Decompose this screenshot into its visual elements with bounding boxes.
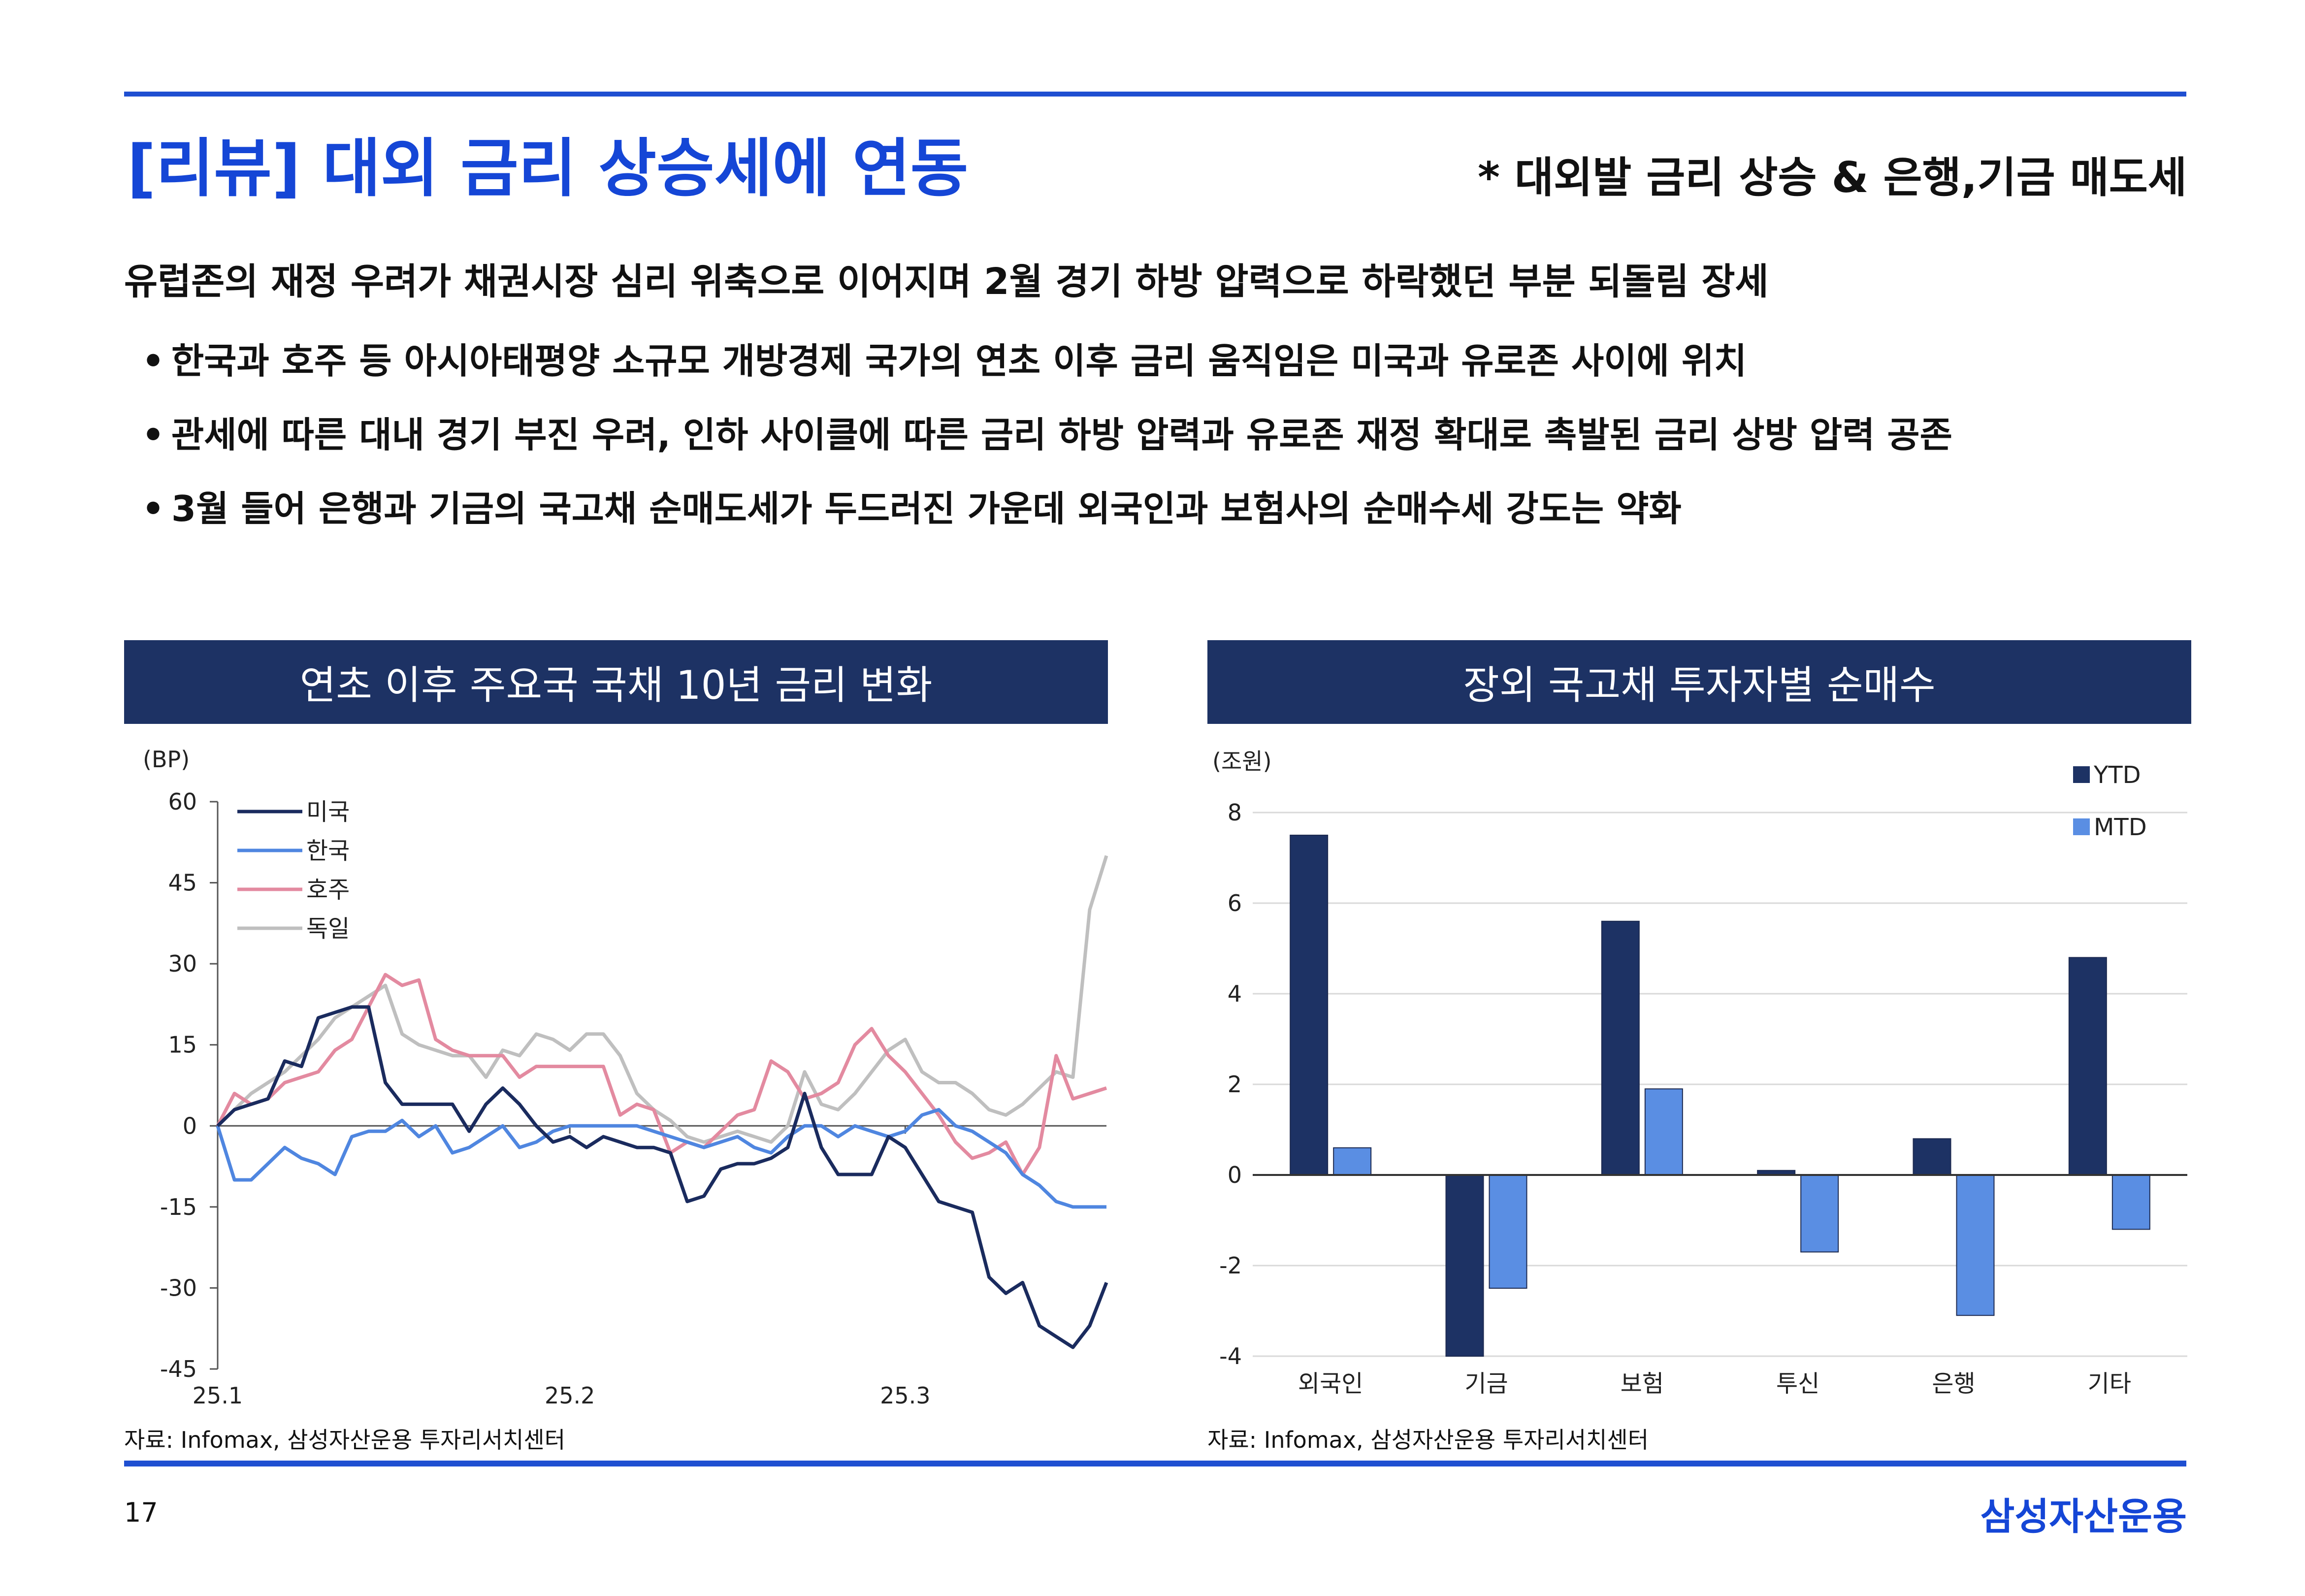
y-tick-label: 0 bbox=[183, 1112, 197, 1139]
legend-swatch bbox=[2073, 766, 2090, 783]
bullet-text: 관세에 따른 대내 경기 부진 우려, 인하 사이클에 따른 금리 하방 압력과… bbox=[171, 414, 1952, 456]
legend-label: 독일 bbox=[306, 915, 350, 943]
x-category-label: 보험 bbox=[1621, 1370, 1664, 1398]
right-chart-title: 장외 국고채 투자자별 순매수 bbox=[1207, 640, 2191, 724]
bar-ytd bbox=[2068, 957, 2107, 1175]
bullet-item: • 한국과 호주 등 아시아태평양 소규모 개방경제 국가의 연초 이후 금리 움… bbox=[142, 332, 1747, 384]
legend-label: 호주 bbox=[306, 876, 350, 904]
page-subtitle: * 대외발 금리 상승 & 은행,기금 매도세 bbox=[1478, 153, 2187, 202]
y-tick-label: 6 bbox=[1228, 890, 1242, 916]
bar-mtd bbox=[1644, 1088, 1683, 1176]
series-line-1 bbox=[216, 1107, 1106, 1209]
y-tick-label: -45 bbox=[160, 1356, 197, 1382]
left-chart-source: 자료: Infomax, 삼성자산운용 투자리서치센터 bbox=[124, 1427, 566, 1453]
series-line-3 bbox=[216, 855, 1108, 1144]
y-tick-label: 2 bbox=[1228, 1071, 1242, 1098]
x-tick-label: 25.2 bbox=[545, 1382, 595, 1409]
legend-label: YTD bbox=[2093, 761, 2141, 789]
bar-ytd bbox=[1913, 1138, 1951, 1176]
y-tick-label: 8 bbox=[1228, 799, 1242, 826]
legend-swatch bbox=[2073, 818, 2090, 835]
y-tick-label: 45 bbox=[168, 870, 197, 896]
legend-label: 미국 bbox=[306, 798, 350, 826]
bullet-dot: • bbox=[142, 340, 165, 382]
x-category-label: 은행 bbox=[1932, 1370, 1975, 1398]
y-tick-label: 60 bbox=[168, 788, 197, 815]
x-category-label: 기금 bbox=[1464, 1370, 1508, 1398]
y-tick-label: -2 bbox=[1219, 1252, 1242, 1279]
x-category-label: 투신 bbox=[1776, 1370, 1819, 1398]
bar-ytd bbox=[1445, 1174, 1484, 1357]
series-line-2 bbox=[216, 973, 1107, 1176]
y-tick-label: 30 bbox=[168, 950, 197, 977]
bar-mtd bbox=[1333, 1147, 1372, 1175]
bullet-text: 한국과 호주 등 아시아태평양 소규모 개방경제 국가의 연초 이후 금리 움직… bbox=[171, 340, 1747, 382]
legend-label: MTD bbox=[2094, 814, 2147, 841]
bottom-rule bbox=[124, 1461, 2186, 1466]
x-category-label: 기타 bbox=[2088, 1370, 2131, 1398]
y-tick-label: 15 bbox=[168, 1032, 197, 1058]
bar-ytd bbox=[1290, 835, 1329, 1175]
x-tick-label: 25.3 bbox=[880, 1382, 930, 1409]
bullet-dot: • bbox=[142, 488, 165, 529]
page-number: 17 bbox=[124, 1497, 158, 1528]
y-tick-label: 0 bbox=[1228, 1162, 1242, 1188]
x-tick-label: 25.1 bbox=[193, 1382, 243, 1409]
y-unit-label: (BP) bbox=[143, 746, 190, 773]
page-title: [리뷰] 대외 금리 상승세에 연동 bbox=[127, 132, 969, 205]
y-tick-label: -4 bbox=[1219, 1343, 1242, 1369]
bar-mtd bbox=[1489, 1174, 1527, 1289]
bullet-text: 3월 들어 은행과 기금의 국고채 순매도세가 두드러진 가운데 외국인과 보험… bbox=[171, 488, 1682, 529]
y-tick-label: 4 bbox=[1228, 980, 1242, 1007]
series-line-0 bbox=[216, 1005, 1108, 1349]
bar-ytd bbox=[1601, 920, 1640, 1175]
right-chart-source: 자료: Infomax, 삼성자산운용 투자리서치센터 bbox=[1207, 1427, 1649, 1453]
left-chart-title: 연초 이후 주요국 국채 10년 금리 변화 bbox=[124, 640, 1108, 724]
brand-logo: 삼성자산운용 bbox=[1980, 1495, 2187, 1538]
bar-mtd bbox=[1956, 1174, 1995, 1316]
bullet-item: • 관세에 따른 대내 경기 부진 우려, 인하 사이클에 따른 금리 하방 압력… bbox=[142, 406, 1952, 457]
bullet-item: • 3월 들어 은행과 기금의 국고채 순매도세가 두드러진 가운데 외국인과 보… bbox=[142, 480, 1682, 531]
bar-mtd bbox=[1800, 1174, 1839, 1253]
y-tick-label: -15 bbox=[160, 1194, 197, 1220]
x-category-label: 외국인 bbox=[1298, 1370, 1363, 1398]
bar-mtd bbox=[2111, 1174, 2150, 1230]
y-tick-label: -30 bbox=[160, 1274, 197, 1301]
legend-label: 한국 bbox=[306, 837, 350, 865]
bullet-dot: • bbox=[142, 414, 165, 456]
y-unit-label: (조원) bbox=[1212, 748, 1272, 775]
top-rule bbox=[124, 92, 2186, 97]
summary-headline: 유럽존의 재정 우려가 채권시장 심리 위축으로 이어지며 2월 경기 하방 압… bbox=[124, 261, 1769, 303]
net-purchase-bar-chart: (조원) 8 6 4 2 0 -2 -4 외국인 기금 보험 투신 은행 기타 YTD MTD bbox=[1212, 748, 2187, 1398]
